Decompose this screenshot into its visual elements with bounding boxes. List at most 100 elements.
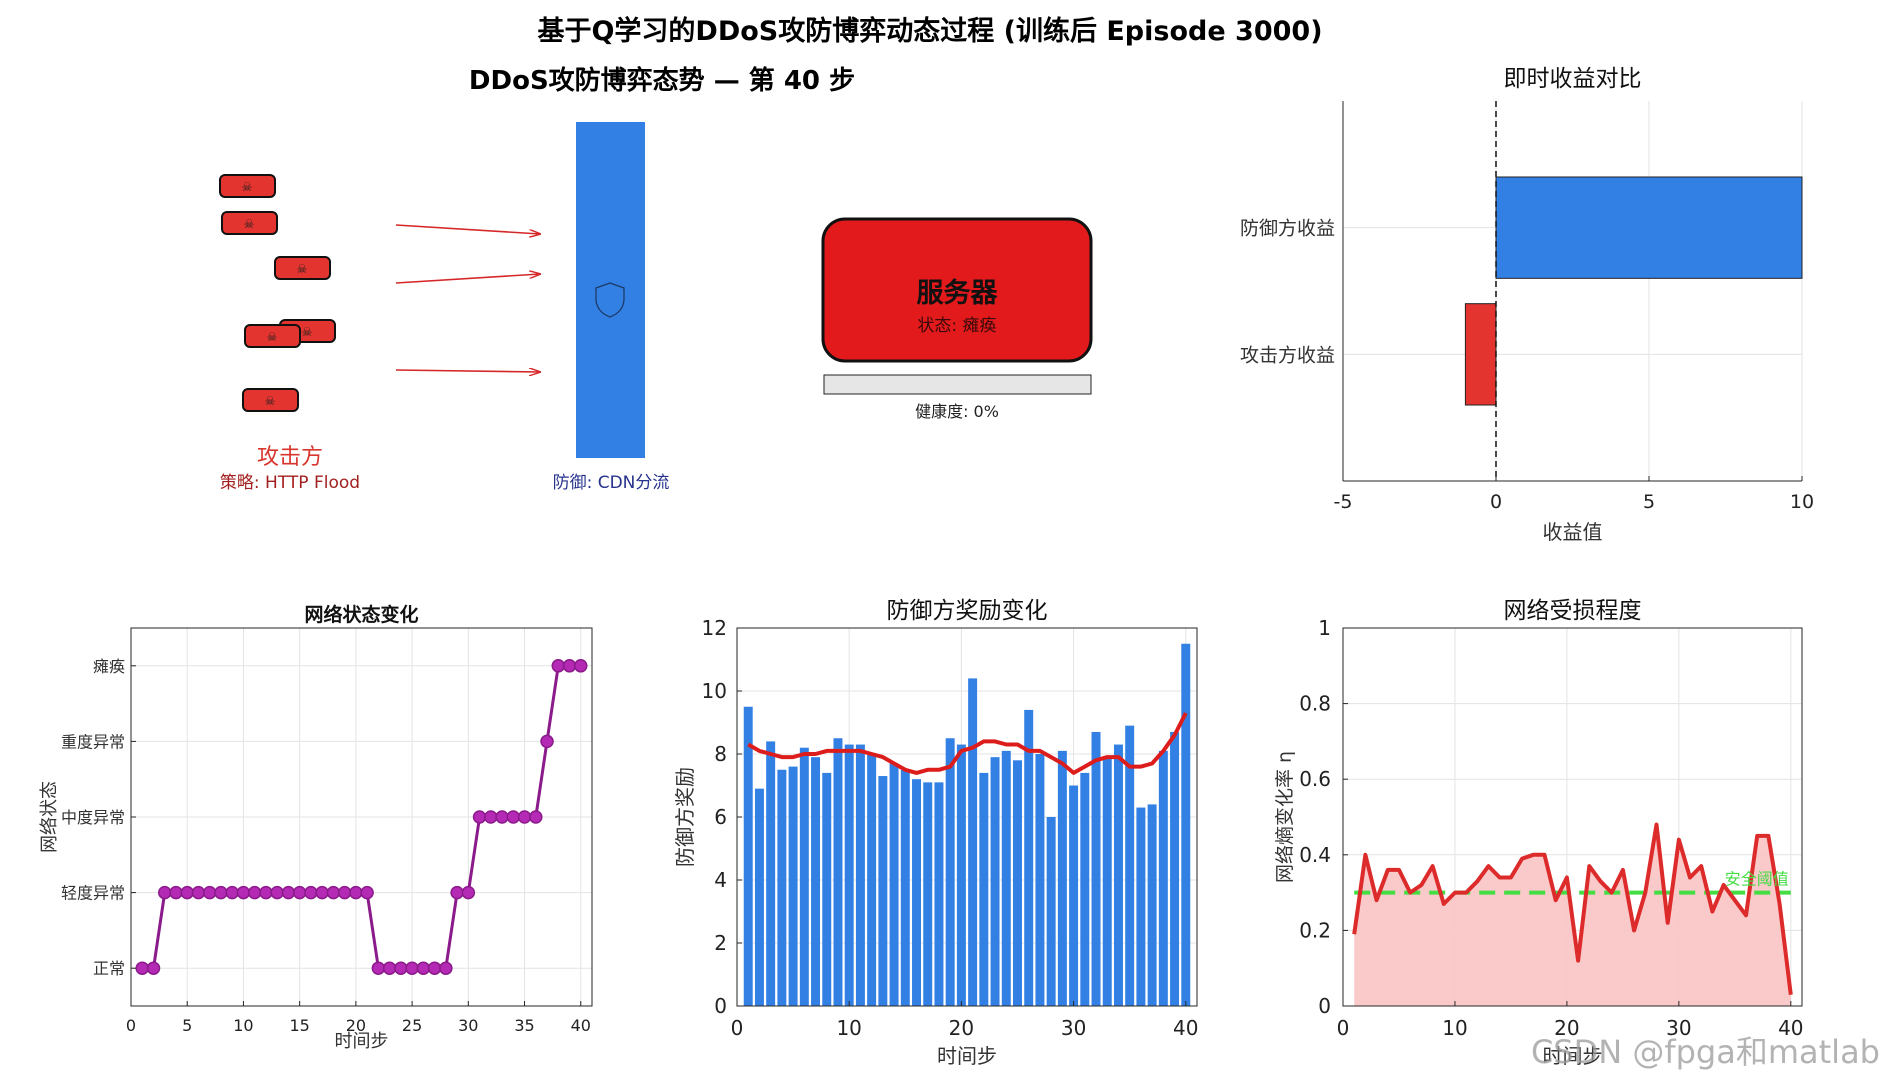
x-tick-label: 30 [458,1016,478,1035]
state-point [405,961,419,975]
reward-bar [1035,754,1045,1006]
skull-icon: ☠ [267,330,278,344]
attacker-node: ☠ [274,256,331,280]
y-axis-label: 网络熵变化率 η [1274,751,1296,883]
x-tick-label: 20 [949,1016,974,1040]
y-tick-label: 中度异常 [61,808,125,827]
state-point [461,885,476,900]
x-tick-label: 30 [1666,1016,1691,1040]
x-tick-label: 10 [1790,491,1814,513]
state-point [214,885,228,900]
skull-icon: ☠ [297,262,308,276]
reward-bar [1046,817,1056,1006]
state-point [270,885,284,900]
reward-bar [878,776,888,1006]
state-point [439,961,453,975]
x-tick-label: 0 [126,1016,136,1035]
y-tick-label: 8 [714,742,727,766]
reward-bar [1170,731,1180,1006]
y-tick-label: 0.4 [1299,843,1331,867]
reward-bar [1091,731,1101,1006]
server-status: 状态: 瘫痪 [917,316,996,336]
shield-icon [595,282,625,318]
chart-title: 防御方奖励变化 [887,598,1048,624]
reward-bar [1069,785,1079,1006]
damage-line [1352,822,1793,995]
skull-icon: ☠ [242,180,253,194]
state-point [416,961,431,975]
category-label: 防御方收益 [1240,218,1335,240]
state-point [562,659,577,673]
state-point [326,885,341,900]
x-tick-label: 40 [1778,1016,1803,1040]
defense-wall [576,122,645,458]
state-point [202,885,217,900]
y-tick-label: 1 [1318,616,1331,640]
y-tick-label: 12 [702,616,727,640]
state-point [315,885,329,900]
x-tick-label: 30 [1061,1016,1086,1040]
reward-bar [1125,725,1135,1006]
reward-bar [912,779,921,1006]
state-point [394,961,408,975]
reward-bar [777,769,787,1006]
state-point [574,659,588,673]
x-axis-label: 时间步 [335,1031,389,1052]
skull-icon: ☠ [265,394,276,408]
category-label: 攻击方收益 [1240,344,1335,366]
attacker-node: ☠ [244,324,301,348]
reward-bar [1158,750,1168,1006]
x-tick-label: 40 [571,1016,591,1035]
state-point [360,885,374,900]
state-point [529,810,543,824]
reward-bar [1102,757,1112,1006]
reward-bar [990,757,1000,1006]
reward-bar [1136,807,1146,1006]
attacker-node: ☠ [219,174,276,198]
reward-bar [766,741,776,1006]
y-tick-label: 6 [714,805,727,829]
reward-bar [743,706,753,1006]
state-point [236,885,251,900]
state-point [337,885,352,900]
reward-bar [1013,760,1022,1006]
health-bar [823,374,1092,395]
reward-bar [1001,750,1011,1006]
watermark: CSDN @fpga和matlab [1531,1033,1880,1071]
state-point [382,961,397,975]
reward-bar [968,678,978,1006]
state-point [495,810,509,824]
state-point [517,810,532,824]
state-point [247,885,262,900]
defense-label: 防御: CDN分流 [553,473,670,493]
payoff-bar [1495,176,1803,279]
attacker-label: 攻击方 [257,445,323,470]
x-tick-label: 0 [1337,1016,1350,1040]
x-tick-label: 40 [1173,1016,1198,1040]
state-point [551,659,566,673]
chart-title: 网络受损程度 [1504,598,1642,624]
attacker-node: ☠ [221,211,278,235]
reward-bar [934,782,944,1006]
reward-bar [844,744,854,1006]
reward-bar [945,738,955,1006]
reward-bar [833,738,843,1006]
y-tick-label: 0.8 [1299,692,1331,716]
state-point [484,810,498,824]
reward-bar [889,763,899,1006]
attacker-nodes: ☠ ☠ ☠ ☠ ☠ ☠ [219,174,336,412]
y-tick-label: 4 [714,868,727,892]
state-point [540,734,554,749]
x-axis-label: 时间步 [1543,1044,1603,1068]
state-point [281,885,296,900]
reward-bar [1147,804,1157,1006]
state-point [304,885,318,900]
plot-area [1343,101,1802,481]
attacker-strategy: 策略: HTTP Flood [220,473,360,493]
state-point [169,885,183,900]
reward-bar [822,772,832,1006]
